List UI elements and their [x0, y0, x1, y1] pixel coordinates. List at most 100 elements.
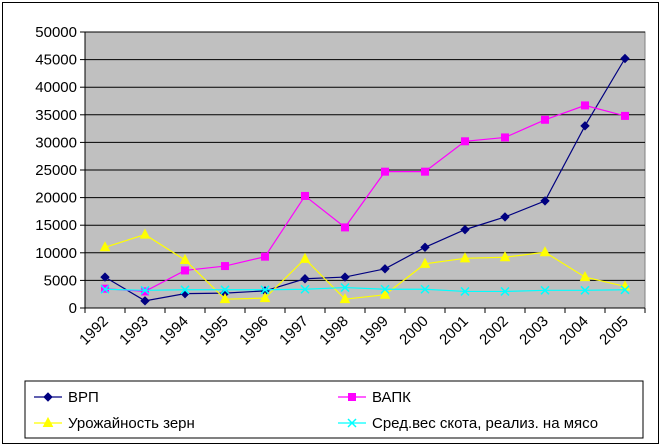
legend-label: Урожайность зерн — [68, 415, 195, 432]
data-point-stroke — [380, 284, 390, 294]
data-point — [339, 293, 351, 304]
x-axis-ticks: 1992 1993 1994 1995 1996 1997 1998 1999 2000 2001… — [76, 307, 646, 349]
data-point — [460, 224, 470, 235]
x-tick-label: 1996 — [236, 313, 272, 349]
data-point-stroke — [140, 285, 150, 295]
data-point — [461, 137, 469, 146]
x-tick-label: 1998 — [316, 313, 352, 349]
y-tick-label: 0 — [69, 300, 77, 317]
data-point — [580, 121, 590, 131]
y-tick-label: 10000 — [35, 245, 77, 262]
data-point-stroke — [180, 285, 190, 295]
data-point — [300, 284, 310, 294]
data-point — [380, 284, 390, 294]
data-point — [299, 252, 311, 263]
series-group — [99, 53, 631, 306]
data-point — [420, 242, 430, 252]
data-point — [300, 274, 310, 284]
data-point — [381, 167, 389, 176]
data-point — [340, 272, 350, 282]
data-point-stroke — [220, 285, 230, 295]
data-point — [100, 284, 110, 294]
data-point — [539, 246, 551, 257]
x-tick-label: 1994 — [156, 313, 192, 349]
series-line — [104, 104, 626, 293]
data-point-stroke — [620, 285, 630, 295]
data-point-stroke — [420, 284, 430, 294]
data-point — [348, 393, 356, 401]
data-point — [181, 266, 189, 275]
data-point — [500, 212, 510, 222]
data-point — [140, 296, 150, 306]
y-tick-label: 20000 — [35, 190, 77, 207]
series-line — [104, 233, 626, 300]
y-tick-label: 35000 — [35, 107, 77, 124]
data-point — [499, 251, 511, 262]
data-point — [421, 167, 429, 176]
data-point — [500, 286, 510, 296]
data-point-stroke — [340, 283, 350, 293]
legend-label: Сред.вес скота, реализ. на мясо — [372, 415, 598, 432]
data-point — [141, 287, 149, 296]
data-point-stroke — [260, 285, 270, 295]
x-tick-label: 2000 — [396, 313, 432, 349]
data-point — [221, 262, 229, 271]
data-point — [620, 53, 630, 64]
data-point-stroke — [500, 286, 510, 296]
data-point — [420, 284, 430, 294]
legend-item: Урожайность зерн — [34, 415, 195, 432]
data-point — [341, 223, 349, 232]
x-tick-label: 1992 — [76, 313, 112, 349]
y-tick-label: 50000 — [35, 24, 77, 41]
data-point — [99, 241, 111, 252]
data-point — [140, 285, 150, 295]
series-line — [104, 58, 626, 302]
x-tick-label: 1999 — [356, 313, 392, 349]
data-point — [100, 272, 110, 282]
data-point — [540, 285, 550, 295]
data-point — [220, 285, 230, 295]
legend: ВРП ВАПК Урожайность зерн Сред.вес скота, р… — [34, 389, 598, 432]
y-tick-label: 25000 — [35, 162, 77, 179]
data-point-stroke — [347, 418, 357, 428]
data-point-stroke — [580, 285, 590, 295]
x-tick-label: 1995 — [196, 313, 232, 349]
data-point-stroke — [100, 284, 110, 294]
x-tick-label: 2002 — [476, 313, 512, 349]
data-point — [581, 101, 589, 110]
legend-label: ВРП — [68, 389, 99, 406]
series-line — [104, 286, 626, 293]
y-tick-label: 45000 — [35, 52, 77, 69]
legend-item: ВАПК — [338, 389, 411, 406]
data-point-stroke — [300, 284, 310, 294]
y-tick-label: 5000 — [44, 272, 77, 289]
legend-label: ВАПК — [372, 389, 411, 406]
data-point — [541, 115, 549, 124]
data-point — [219, 293, 231, 304]
data-point — [459, 252, 471, 263]
data-point — [261, 252, 269, 261]
data-point — [419, 257, 431, 268]
data-point — [620, 285, 630, 295]
data-point — [540, 196, 550, 206]
data-point — [380, 264, 390, 274]
legend-item: ВРП — [34, 389, 99, 406]
data-point-stroke — [460, 286, 470, 296]
x-tick-label: 2001 — [436, 313, 472, 349]
data-point — [180, 285, 190, 295]
data-point — [179, 253, 191, 264]
y-tick-label: 40000 — [35, 79, 77, 96]
x-tick-label: 2003 — [516, 313, 552, 349]
x-tick-label: 2005 — [596, 313, 632, 349]
gridlines — [85, 31, 645, 281]
legend-item: Сред.вес скота, реализ. на мясо — [338, 415, 598, 432]
data-point — [43, 392, 53, 402]
x-tick-label: 1997 — [276, 313, 312, 349]
data-point — [579, 271, 591, 282]
series-4 — [100, 283, 630, 296]
data-point-stroke — [540, 285, 550, 295]
data-point — [580, 285, 590, 295]
data-point — [42, 416, 54, 427]
data-point — [347, 418, 357, 428]
